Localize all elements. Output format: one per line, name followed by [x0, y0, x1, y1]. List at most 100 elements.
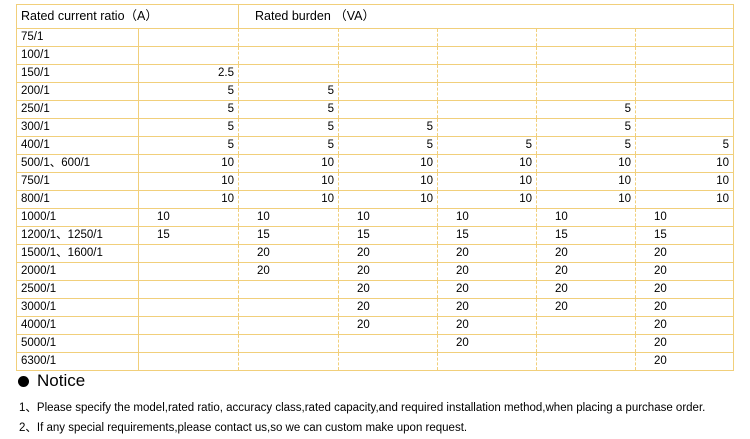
table-header-row: Rated current ratio（A） Rated burden （VA）: [15, 4, 735, 29]
burden-value-cell: 5: [238, 100, 340, 119]
burden-value-cell: [536, 352, 637, 371]
burden-value-cell: 5: [536, 118, 637, 137]
burden-value-cell: [635, 28, 735, 47]
ratio-cell: 750/1: [16, 172, 139, 191]
table-row: 750/1 10 10 10 10 10 10: [16, 172, 735, 191]
burden-value-cell: 10: [338, 190, 439, 209]
burden-value-cell: 10: [138, 154, 240, 173]
burden-value-cell: [238, 316, 340, 335]
burden-value-cell: 20: [437, 280, 538, 299]
burden-value-cell: 5: [238, 118, 340, 137]
burden-value-cell: 20: [536, 280, 637, 299]
notice-heading: Notice: [18, 371, 85, 391]
burden-value-cell: [437, 118, 538, 137]
header-ratio-label: Rated current ratio（A）: [15, 4, 240, 29]
ratio-cell: 1500/1、1600/1: [16, 244, 139, 263]
table-row: 150/1 2.5: [16, 64, 735, 83]
burden-value-cell: 15: [238, 226, 340, 245]
burden-value-cell: 10: [635, 190, 735, 209]
ratio-cell: 300/1: [16, 118, 139, 137]
burden-value-cell: 10: [138, 172, 240, 191]
burden-value-cell: 20: [635, 244, 735, 263]
burden-value-cell: 2.5: [138, 64, 240, 83]
burden-value-cell: 5: [238, 136, 340, 155]
burden-value-cell: [238, 64, 340, 83]
burden-value-cell: [138, 334, 240, 353]
burden-value-cell: 20: [437, 316, 538, 335]
burden-value-cell: 10: [437, 154, 538, 173]
burden-value-cell: [437, 352, 538, 371]
table-row: 1500/1、1600/1 20 20 20 20 20: [16, 244, 735, 263]
burden-value-cell: 20: [635, 334, 735, 353]
notice-title: Notice: [37, 371, 86, 390]
ratio-cell: 3000/1: [16, 298, 139, 317]
burden-value-cell: [338, 28, 439, 47]
burden-value-cell: [138, 352, 240, 371]
burden-value-cell: 5: [338, 136, 439, 155]
table-row: 2500/1 20 20 20 20: [16, 280, 735, 299]
burden-value-cell: 20: [437, 334, 538, 353]
burden-value-cell: 10: [338, 154, 439, 173]
table-row: 75/1: [16, 28, 735, 47]
burden-value-cell: 15: [138, 226, 240, 245]
burden-value-cell: 10: [338, 172, 439, 191]
burden-value-cell: 5: [536, 136, 637, 155]
burden-value-cell: 20: [536, 244, 637, 263]
burden-value-cell: 20: [338, 316, 439, 335]
table-row: 500/1、600/1 10 10 10 10 10 10: [16, 154, 735, 173]
burden-value-cell: 10: [536, 190, 637, 209]
burden-value-cell: 20: [437, 244, 538, 263]
burden-value-cell: 5: [138, 100, 240, 119]
burden-value-cell: [338, 46, 439, 65]
ratio-cell: 500/1、600/1: [16, 154, 139, 173]
burden-value-cell: [338, 352, 439, 371]
header-burden-label: Rated burden （VA）: [238, 4, 735, 29]
burden-value-cell: [437, 64, 538, 83]
burden-value-cell: [338, 64, 439, 83]
burden-value-cell: [238, 352, 340, 371]
burden-value-cell: 10: [437, 190, 538, 209]
notice-line-2: 2、If any special requirements,please con…: [19, 422, 468, 434]
ratio-cell: 4000/1: [16, 316, 139, 335]
burden-value-cell: 5: [635, 136, 735, 155]
burden-value-cell: 10: [238, 190, 340, 209]
burden-value-cell: 10: [536, 154, 637, 173]
burden-value-cell: 5: [138, 118, 240, 137]
burden-value-cell: [635, 64, 735, 83]
burden-value-cell: [138, 46, 240, 65]
burden-value-cell: [138, 280, 240, 299]
ratio-cell: 400/1: [16, 136, 139, 155]
burden-value-cell: 10: [338, 208, 439, 227]
burden-value-cell: 10: [238, 172, 340, 191]
table-row: 100/1: [16, 46, 735, 65]
burden-value-cell: 20: [536, 262, 637, 281]
burden-value-cell: 5: [138, 136, 240, 155]
burden-value-cell: 15: [338, 226, 439, 245]
burden-value-cell: [536, 64, 637, 83]
burden-value-cell: [635, 46, 735, 65]
burden-value-cell: 20: [338, 262, 439, 281]
burden-value-cell: [138, 262, 240, 281]
table-row: 6300/1 20: [16, 352, 735, 371]
burden-value-cell: 5: [536, 100, 637, 119]
table-row: 4000/1 20 20 20: [16, 316, 735, 335]
burden-value-cell: 10: [238, 154, 340, 173]
burden-value-cell: [536, 316, 637, 335]
burden-value-cell: 20: [635, 352, 735, 371]
burden-value-cell: 15: [635, 226, 735, 245]
burden-value-cell: [238, 28, 340, 47]
burden-value-cell: [536, 334, 637, 353]
table-row: 400/1 5 5 5 5 5 5: [16, 136, 735, 155]
ratio-cell: 800/1: [16, 190, 139, 209]
burden-value-cell: 20: [437, 298, 538, 317]
ratio-cell: 6300/1: [16, 352, 139, 371]
notice-line-1: 1、Please specify the model,rated ratio, …: [19, 402, 706, 414]
burden-value-cell: 10: [635, 154, 735, 173]
ratio-cell: 1200/1、1250/1: [16, 226, 139, 245]
table-row: 5000/1 20 20: [16, 334, 735, 353]
burden-value-cell: 10: [138, 190, 240, 209]
burden-value-cell: [338, 82, 439, 101]
table-row: 1200/1、1250/1 15 15 15 15 15 15: [16, 226, 735, 245]
burden-value-cell: 10: [238, 208, 340, 227]
burden-value-cell: 20: [536, 298, 637, 317]
